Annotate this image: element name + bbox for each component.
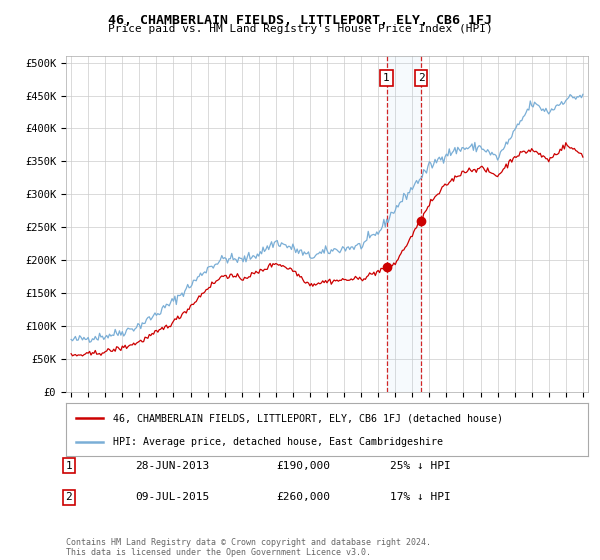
Text: HPI: Average price, detached house, East Cambridgeshire: HPI: Average price, detached house, East… [113, 436, 443, 446]
Text: £260,000: £260,000 [276, 492, 330, 502]
Text: 28-JUN-2013: 28-JUN-2013 [135, 461, 209, 471]
Text: Contains HM Land Registry data © Crown copyright and database right 2024.
This d: Contains HM Land Registry data © Crown c… [66, 538, 431, 557]
Text: 1: 1 [65, 461, 73, 471]
Text: 46, CHAMBERLAIN FIELDS, LITTLEPORT, ELY, CB6 1FJ (detached house): 46, CHAMBERLAIN FIELDS, LITTLEPORT, ELY,… [113, 413, 503, 423]
Text: £190,000: £190,000 [276, 461, 330, 471]
Bar [386, 56, 421, 392]
Text: 2: 2 [418, 73, 425, 83]
Text: 46, CHAMBERLAIN FIELDS, LITTLEPORT, ELY, CB6 1FJ: 46, CHAMBERLAIN FIELDS, LITTLEPORT, ELY,… [108, 14, 492, 27]
Text: 2: 2 [65, 492, 73, 502]
Text: 17% ↓ HPI: 17% ↓ HPI [390, 492, 451, 502]
Text: Price paid vs. HM Land Registry's House Price Index (HPI): Price paid vs. HM Land Registry's House … [107, 24, 493, 34]
Text: 1: 1 [383, 73, 390, 83]
Text: 25% ↓ HPI: 25% ↓ HPI [390, 461, 451, 471]
Text: 09-JUL-2015: 09-JUL-2015 [135, 492, 209, 502]
